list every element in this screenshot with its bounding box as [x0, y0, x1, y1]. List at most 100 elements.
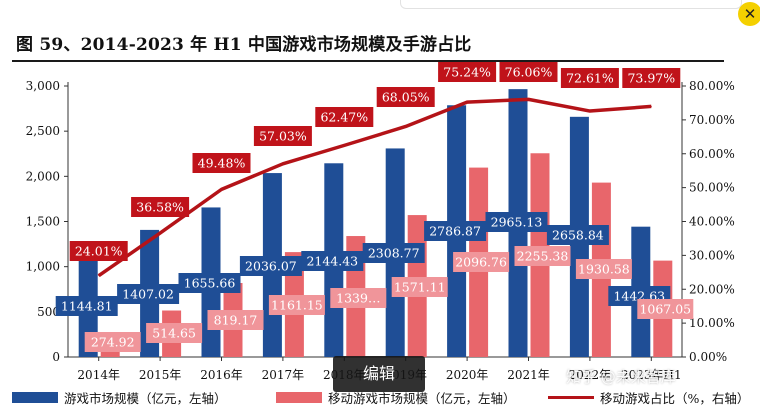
data-label-share-box: [438, 62, 497, 82]
data-label-market-box: [485, 212, 548, 232]
data-label-mobile: 1161.15: [271, 298, 323, 313]
legend-swatch-line: [548, 396, 594, 399]
y-left-tick-label: 2,500: [26, 124, 60, 138]
close-icon[interactable]: ✕: [738, 2, 760, 26]
y-right-tick-label: 10.00%: [689, 316, 735, 330]
legend-swatch-pink: [276, 392, 322, 403]
data-label-market-box: [546, 225, 609, 245]
data-label-mobile: 2255.38: [517, 249, 569, 264]
data-label-market: 1144.81: [61, 299, 113, 314]
data-label-share: 62.47%: [320, 110, 368, 125]
x-tick-label: 2022年: [569, 368, 612, 382]
data-label-share-box: [131, 197, 190, 217]
x-tick-label: 2014年: [77, 368, 120, 382]
data-label-mobile: 1930.58: [578, 262, 630, 277]
data-label-share-box: [376, 87, 435, 107]
legend-item-mobile: 移动游戏市场规模（亿元，左轴）: [276, 388, 516, 407]
data-label-share: 24.01%: [75, 244, 123, 259]
x-tick-label: 2023年H1: [621, 368, 682, 382]
data-label-market-box: [117, 284, 180, 304]
point-mobile-share: [405, 125, 407, 127]
data-label-mobile-box: [268, 295, 325, 315]
point-mobile-share: [589, 110, 591, 112]
y-right-tick-label: 80.00%: [689, 79, 735, 93]
legend-label-mobile: 移动游戏市场规模（亿元，左轴）: [328, 391, 516, 406]
x-tick-label: 2020年: [446, 368, 489, 382]
data-label-share-box: [69, 241, 128, 261]
watermark-text: 知乎 @未来智库: [566, 368, 676, 386]
data-label-market-box: [424, 221, 487, 241]
data-label-mobile-box: [453, 252, 510, 272]
data-label-share: 72.61%: [566, 71, 614, 86]
data-label-mobile: 1067.05: [639, 302, 691, 317]
x-tick-label: 2021年: [507, 368, 550, 382]
data-label-mobile: 1339…: [336, 291, 380, 306]
data-label-market-box: [301, 251, 364, 271]
y-left-tick-label: 2,000: [26, 169, 60, 183]
data-label-share-box: [192, 153, 251, 173]
data-label-share: 76.06%: [505, 65, 553, 80]
legend-label-share: 移动游戏占比（%，右轴）: [600, 391, 750, 406]
x-tick-label: 2016年: [200, 368, 243, 382]
point-mobile-share: [98, 275, 100, 277]
edit-button[interactable]: 编辑: [333, 356, 425, 392]
chart-title: 图 59、2014-2023 年 H1 中国游戏市场规模及手游占比: [16, 30, 716, 55]
data-label-share: 57.03%: [259, 129, 307, 144]
y-left-tick-label: 500: [37, 305, 60, 319]
y-left-tick-label: 0: [52, 350, 60, 364]
data-label-market: 2965.13: [491, 215, 543, 230]
point-mobile-share: [528, 98, 529, 100]
data-label-mobile-box: [84, 332, 141, 352]
data-label-market-box: [178, 273, 241, 293]
legend-item-share: 移动游戏占比（%，右轴）: [548, 388, 749, 407]
data-label-mobile-box: [391, 277, 448, 297]
page-title: 图 59、2014-2023 年 H1 中国游戏市场规模及手游占比: [16, 35, 472, 55]
y-left-tick-label: 3,000: [26, 79, 60, 93]
point-mobile-share: [221, 188, 222, 190]
data-label-share: 73.97%: [627, 71, 675, 86]
x-tick-label: 2017年: [262, 368, 305, 382]
y-right-tick-label: 70.00%: [689, 113, 735, 127]
data-label-mobile-box: [330, 288, 387, 308]
data-label-share: 68.05%: [382, 90, 430, 105]
data-label-share: 36.58%: [136, 200, 184, 215]
data-label-market: 2658.84: [552, 228, 604, 243]
data-label-market: 2786.87: [429, 224, 481, 239]
data-label-market: 2036.07: [245, 259, 297, 274]
y-right-tick-label: 0.00%: [689, 350, 727, 364]
legend-item-market: 游戏市场规模（亿元，左轴）: [12, 388, 227, 407]
data-label-share-box: [315, 107, 374, 127]
data-label-share-box: [622, 68, 681, 88]
y-right-tick-label: 50.00%: [689, 181, 735, 195]
data-label-mobile: 274.92: [91, 335, 135, 350]
legend-label-market: 游戏市场规模（亿元，左轴）: [64, 391, 227, 406]
x-tick-label: 2015年: [139, 368, 182, 382]
data-label-mobile-box: [207, 310, 264, 330]
y-right-tick-label: 40.00%: [689, 215, 735, 229]
data-label-share: 49.48%: [198, 156, 246, 171]
data-label-market: 2308.77: [368, 246, 420, 261]
data-label-market-box: [239, 256, 302, 276]
title-divider: [12, 60, 724, 62]
data-label-mobile: 819.17: [214, 313, 258, 328]
data-label-share-box: [499, 62, 558, 82]
data-label-share-box: [560, 68, 619, 88]
y-right-tick-label: 30.00%: [689, 248, 735, 262]
line-mobile-share: [97, 97, 652, 278]
data-label-share: 75.24%: [443, 65, 491, 80]
data-label-mobile-box: [637, 299, 694, 319]
data-label-market-box: [55, 296, 118, 316]
point-mobile-share: [466, 101, 468, 103]
y-left-tick-label: 1,000: [26, 260, 60, 274]
data-label-mobile-box: [146, 323, 203, 343]
data-label-share-box: [253, 126, 312, 146]
data-label-market: 1655.66: [184, 276, 236, 291]
chart-legend: 游戏市场规模（亿元，左轴） 移动游戏市场规模（亿元，左轴） 移动游戏占比（%，右…: [8, 384, 760, 406]
data-label-mobile: 1571.11: [394, 280, 446, 295]
point-mobile-share: [650, 105, 652, 107]
point-mobile-share: [343, 144, 345, 146]
data-label-mobile-box: [575, 259, 632, 279]
data-label-market-box: [362, 243, 425, 263]
y-right-tick-label: 60.00%: [689, 147, 735, 161]
